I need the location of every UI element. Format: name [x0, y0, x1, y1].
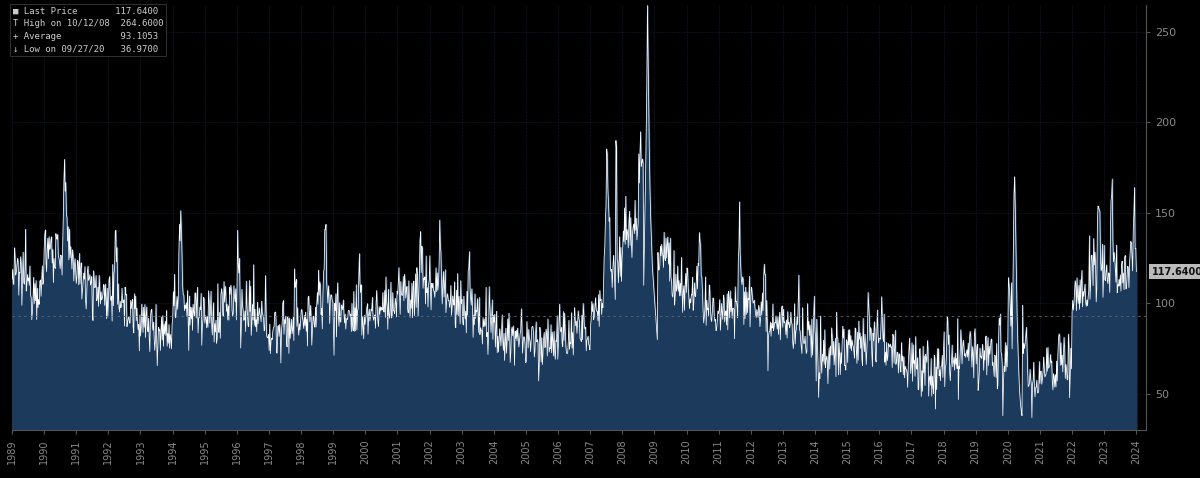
Text: ■ Last Price       117.6400
T High on 10/12/08  264.6000
+ Average           93.: ■ Last Price 117.6400 T High on 10/12/08…: [13, 7, 163, 54]
Text: 117.6400: 117.6400: [1152, 267, 1200, 277]
